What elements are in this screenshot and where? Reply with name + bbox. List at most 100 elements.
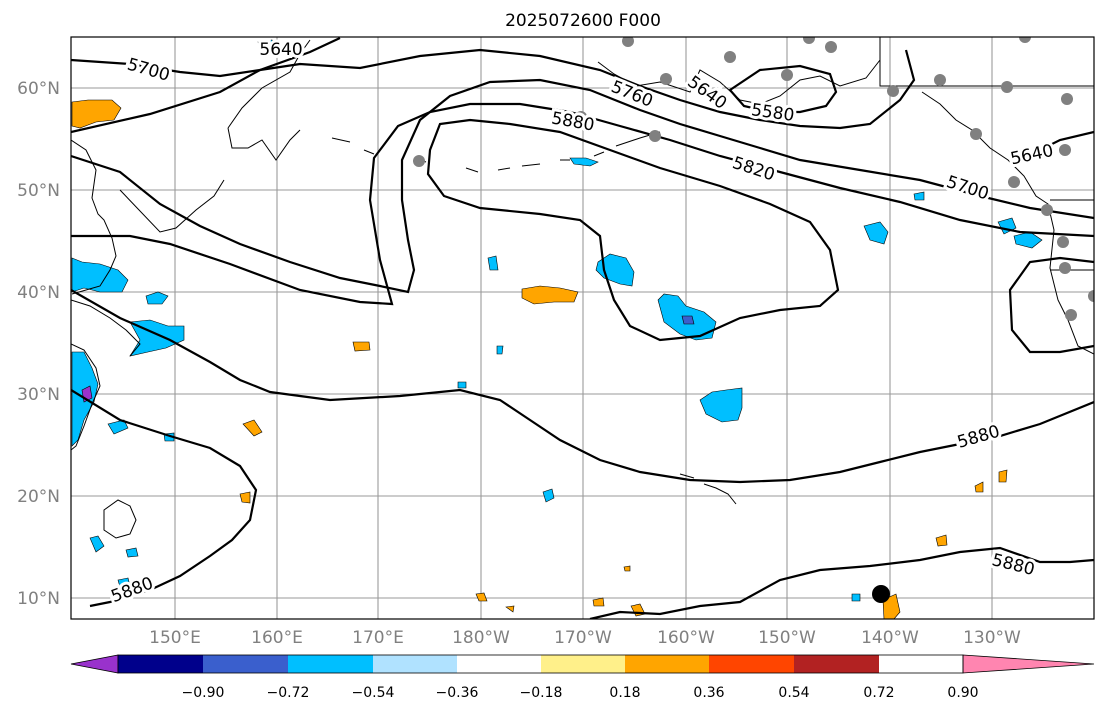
station-dot	[1059, 144, 1071, 156]
colorbar-tick: 0.54	[778, 685, 809, 701]
positive-region	[974, 481, 984, 493]
negative-region	[851, 593, 861, 602]
station-dot	[781, 69, 793, 81]
colorbar-tick: 0.18	[609, 685, 640, 701]
negative-region	[89, 535, 105, 553]
colorbar-tick: 0.36	[693, 685, 724, 701]
positive-region	[352, 341, 371, 352]
lat-label: 50°N	[17, 181, 60, 201]
negative-region	[699, 387, 743, 423]
negative-region	[569, 157, 599, 167]
negative-region	[913, 191, 925, 201]
contour-label: 5640	[259, 40, 302, 60]
coastline-japan	[71, 299, 141, 357]
station-dot	[1019, 37, 1031, 43]
negative-region	[145, 291, 169, 305]
station-dot	[649, 130, 661, 142]
contour-5640-east	[1039, 130, 1094, 151]
negative-region	[457, 381, 467, 389]
gridlines	[71, 37, 1094, 619]
coastline-north-america	[921, 91, 1094, 355]
station-dot	[803, 37, 815, 44]
negative-region	[595, 253, 635, 287]
station-dot	[1088, 290, 1094, 302]
colorbar-segment	[541, 655, 625, 673]
negative-region	[487, 255, 499, 271]
positive-region	[623, 565, 631, 572]
lon-label: 160°E	[251, 628, 303, 648]
colorbar-tick: −0.36	[436, 685, 479, 701]
coastline-hawaii	[679, 473, 737, 505]
lon-label: 130°W	[963, 628, 1021, 648]
positive-region	[71, 99, 122, 129]
station-dot	[1001, 81, 1013, 93]
colorbar-tick: −0.72	[267, 685, 310, 701]
station-dot-large	[872, 585, 890, 603]
station-dot	[1057, 236, 1069, 248]
colorbar-tick: −0.54	[352, 685, 395, 701]
contour-5880-south	[71, 289, 1094, 484]
station-dot	[1041, 204, 1053, 216]
lat-label: 60°N	[17, 79, 60, 99]
coastline-china	[71, 343, 101, 451]
colorbar-segment	[203, 655, 288, 673]
negative-region	[71, 257, 129, 293]
colorbar-segment	[794, 655, 879, 673]
contour-5880-high	[426, 118, 840, 342]
contour-5700-north	[71, 48, 916, 130]
lat-label: 20°N	[17, 487, 60, 507]
lon-label: 180°W	[452, 628, 510, 648]
station-markers	[413, 37, 1094, 603]
colorbar-segment	[373, 655, 457, 673]
colorbar-extend-max	[962, 654, 1095, 674]
contour-5640-west	[71, 37, 341, 134]
colorbar-frame	[117, 654, 964, 674]
colorbar-tick: 0.72	[863, 685, 894, 701]
station-dot	[887, 85, 899, 97]
lat-label: 10°N	[17, 589, 60, 609]
station-dot	[934, 74, 946, 86]
positive-region	[998, 469, 1008, 483]
negative-region	[125, 547, 139, 558]
contour-5880-tropical	[589, 546, 1094, 619]
contour-5820-outer	[71, 102, 1094, 306]
lon-label: 150°W	[758, 628, 816, 648]
colorbar: −0.90 −0.72 −0.54 −0.36 −0.18 0.18 0.36 …	[70, 654, 1095, 701]
station-dot	[724, 51, 736, 63]
latitude-labels: 60°N 50°N 40°N 30°N 20°N 10°N	[17, 79, 60, 609]
station-dot	[575, 111, 587, 123]
colorbar-extend-min	[70, 654, 119, 674]
station-dot	[660, 73, 672, 85]
positive-region	[935, 534, 948, 547]
negative-region	[117, 577, 131, 588]
coastline-island	[103, 499, 137, 539]
map-panel: 5640 5700 5760 5640 5580 5880 5820 5700 …	[70, 36, 1095, 620]
positive-region	[521, 285, 579, 305]
coastline-chukotka	[227, 39, 311, 129]
station-dot	[1008, 176, 1020, 188]
lon-label: 150°E	[149, 628, 201, 648]
contour-5760	[71, 78, 1094, 294]
coastline-kamchatka	[71, 139, 117, 295]
station-dot	[1065, 309, 1077, 321]
colorbar-tick: −0.90	[182, 685, 225, 701]
colorbar-segment	[625, 655, 709, 673]
station-dot	[413, 155, 425, 167]
colorbar-tick: −0.18	[520, 685, 563, 701]
positive-region	[242, 419, 263, 437]
negative-region	[496, 345, 504, 355]
station-dot	[1061, 93, 1073, 105]
colorbar-segment	[118, 655, 203, 673]
station-dot	[1059, 262, 1071, 274]
station-dot	[622, 37, 634, 47]
border-us-canada	[1050, 199, 1094, 271]
lat-label: 40°N	[17, 283, 60, 303]
colorbar-segment	[709, 655, 794, 673]
negative-region-strong	[681, 315, 695, 325]
longitude-labels: 150°E 160°E 170°E 180°W 170°W 160°W 150°…	[149, 628, 1021, 648]
figure-title: 2025072600 F000	[505, 11, 661, 31]
negative-region	[257, 39, 277, 53]
station-dot	[970, 128, 982, 140]
station-dot	[825, 41, 837, 53]
